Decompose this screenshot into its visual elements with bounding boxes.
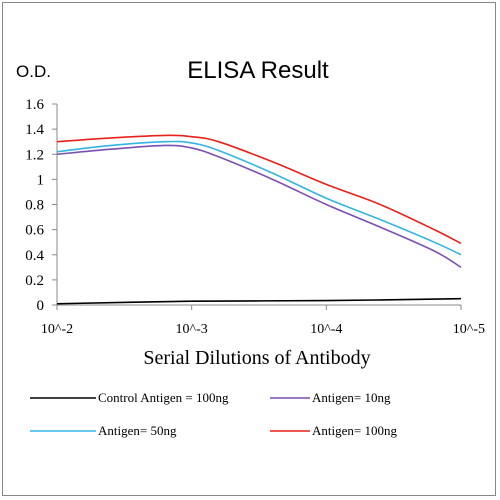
- x-tick-label: 10^-2: [41, 322, 73, 337]
- legend-label: Control Antigen = 100ng: [98, 390, 229, 405]
- y-tick-label: 0: [37, 298, 45, 314]
- x-tick-label: 10^-5: [453, 322, 485, 337]
- y-tick-label: 0.8: [25, 198, 44, 214]
- y-tick-label: 0.2: [25, 273, 44, 289]
- series-line: [56, 134, 462, 245]
- y-tick-label: 1.2: [25, 147, 44, 163]
- legend-label: Antigen= 100ng: [312, 423, 397, 438]
- legend: Control Antigen = 100ng Antigen= 10ng Anti…: [30, 390, 397, 438]
- y-tick-labels: 0 0.2 0.4 0.6 0.8 1 1.2 1.4 1.6: [25, 97, 44, 314]
- series-lines: [56, 134, 462, 305]
- y-tick-label: 1: [37, 172, 45, 188]
- y-tick-label: 1.6: [25, 97, 44, 113]
- y-tick-label: 0.4: [25, 248, 44, 264]
- x-axis-label: Serial Dilutions of Antibody: [143, 347, 370, 369]
- y-tick-label: 1.4: [25, 122, 44, 138]
- chart-frame: [2, 2, 496, 496]
- legend-label: Antigen= 50ng: [98, 423, 177, 438]
- x-tick-label: 10^-4: [310, 322, 342, 337]
- legend-label: Antigen= 10ng: [312, 390, 391, 405]
- axes: [52, 103, 462, 310]
- x-tick-label: 10^-3: [176, 322, 208, 337]
- series-line: [56, 297, 462, 305]
- series-line: [56, 144, 462, 268]
- series-line: [56, 140, 462, 256]
- y-axis-label: O.D.: [16, 62, 51, 81]
- x-tick-labels: 10^-2 10^-3 10^-4 10^-5: [41, 322, 485, 337]
- y-tick-label: 0.6: [25, 223, 44, 239]
- chart-title: ELISA Result: [187, 57, 329, 84]
